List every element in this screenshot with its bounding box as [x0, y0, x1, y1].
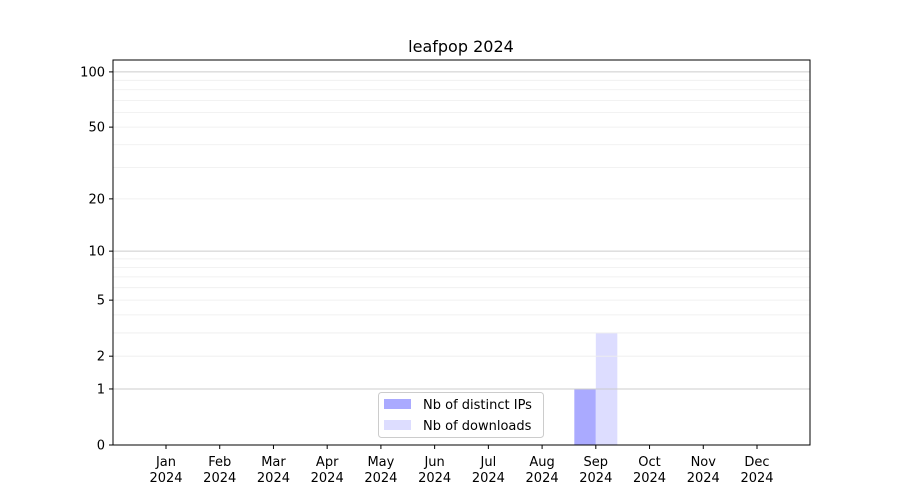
x-tick-label: Nov 2024	[687, 455, 720, 486]
chart-title: leafpop 2024	[408, 37, 514, 56]
legend: Nb of distinct IPs Nb of downloads	[378, 392, 544, 438]
x-tick-label: Jun 2024	[418, 455, 451, 486]
x-tick-label: Jan 2024	[149, 455, 182, 486]
y-tick-label: 50	[88, 121, 105, 136]
y-tick-label: 1	[97, 382, 105, 397]
legend-label: Nb of downloads	[423, 419, 532, 434]
bar	[574, 388, 596, 445]
y-tick-label: 0	[97, 439, 105, 454]
legend-frame	[378, 392, 544, 438]
y-tick-label: 100	[80, 65, 105, 80]
x-tick-label: May 2024	[364, 455, 397, 486]
legend-swatch	[384, 399, 411, 409]
x-tick-label: Mar 2024	[257, 455, 290, 486]
y-tick-label: 2	[97, 350, 105, 365]
x-tick-label: Dec 2024	[740, 455, 773, 486]
x-tick-label: Apr 2024	[311, 455, 344, 486]
y-tick-label: 10	[88, 245, 105, 260]
x-tick-label: Oct 2024	[633, 455, 666, 486]
x-tick-label: Feb 2024	[203, 455, 236, 486]
x-tick-label: Jul 2024	[472, 455, 505, 486]
x-tick-label: Aug 2024	[526, 455, 559, 486]
y-tick-label: 20	[88, 192, 105, 207]
legend-label: Nb of distinct IPs	[423, 398, 532, 413]
legend-swatch	[384, 420, 411, 430]
y-tick-label: 5	[97, 294, 105, 309]
x-tick-label: Sep 2024	[579, 455, 612, 486]
plot-frame	[112, 59, 811, 446]
